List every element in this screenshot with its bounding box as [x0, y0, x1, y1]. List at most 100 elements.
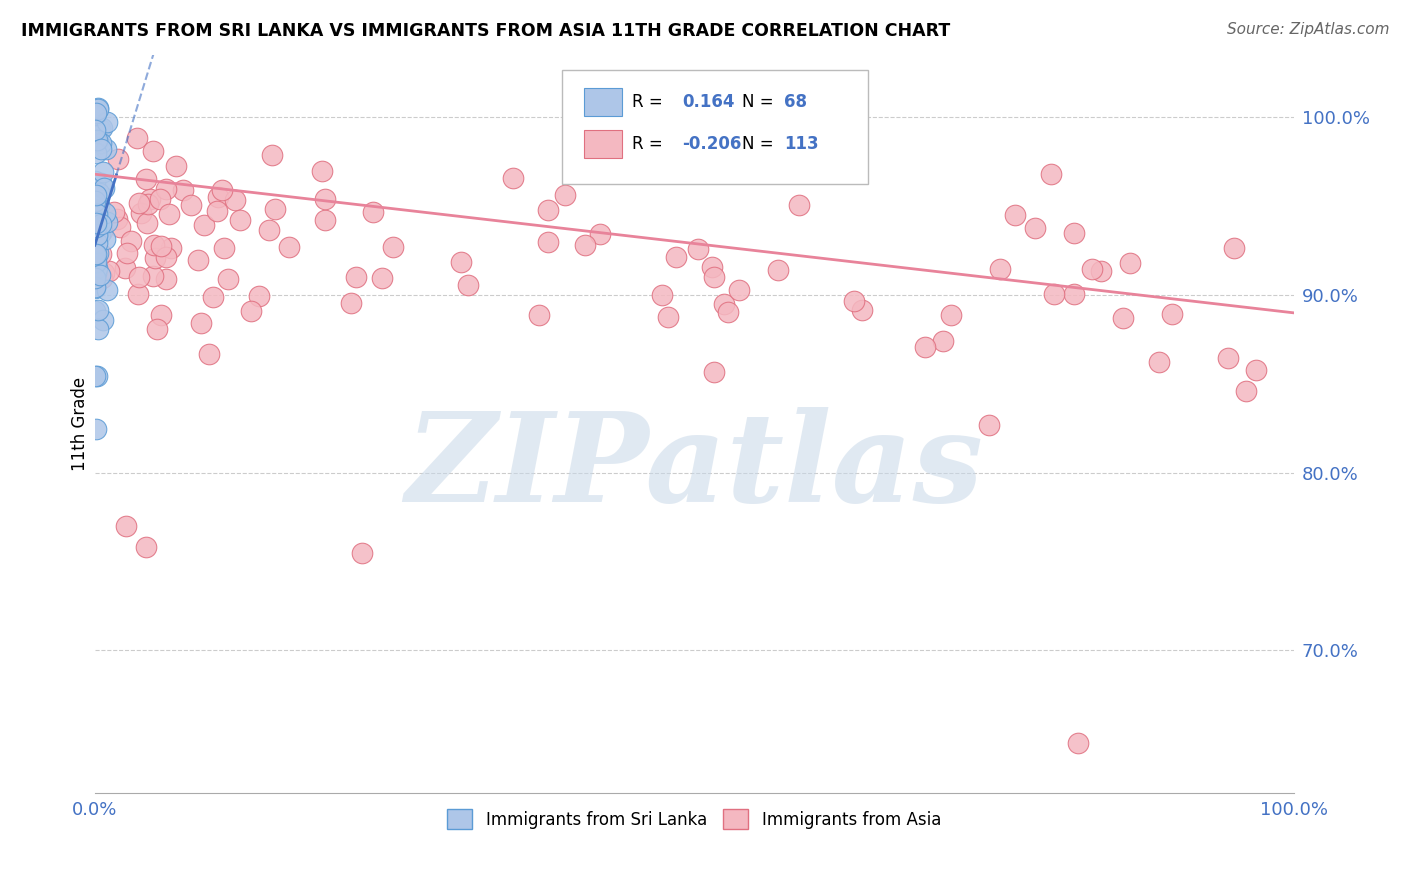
Point [136, 196, 159, 211]
Point [554, 187, 576, 202]
Point [84, 189, 107, 203]
Text: 113: 113 [785, 135, 818, 153]
Point [96, 115, 118, 129]
Point [537, 203, 560, 218]
Point [1161, 307, 1184, 321]
Point [165, 159, 187, 173]
Point [86, 266, 108, 280]
Point [135, 541, 157, 555]
Point [157, 207, 180, 221]
Point [86, 368, 108, 383]
Point [941, 309, 963, 323]
Point [135, 171, 157, 186]
Point [278, 240, 301, 254]
Point [977, 418, 1000, 433]
Point [340, 296, 363, 310]
Text: R =: R = [631, 135, 662, 153]
Point [703, 365, 725, 379]
Point [125, 131, 148, 145]
Point [129, 205, 152, 219]
Point [713, 297, 735, 311]
Point [1111, 310, 1133, 325]
Point [84, 219, 107, 234]
Point [86, 146, 108, 161]
Point [239, 303, 262, 318]
Point [311, 164, 333, 178]
Point [1244, 363, 1267, 377]
Point [363, 204, 385, 219]
Point [457, 277, 479, 292]
Point [117, 246, 139, 260]
Point [93, 181, 115, 195]
Point [787, 198, 810, 212]
Point [527, 308, 550, 322]
Point [1024, 221, 1046, 235]
Text: N =: N = [742, 135, 773, 153]
Point [108, 219, 131, 234]
Point [193, 219, 215, 233]
Point [160, 241, 183, 255]
Point [589, 227, 612, 242]
Point [93, 313, 115, 327]
Point [84, 279, 107, 293]
Point [84, 206, 107, 220]
Point [89, 227, 111, 241]
Point [86, 228, 108, 243]
Point [84, 368, 107, 383]
Point [851, 303, 873, 318]
Point [537, 235, 560, 250]
Point [84, 216, 107, 230]
Point [84, 186, 107, 201]
Point [727, 283, 749, 297]
Point [89, 122, 111, 136]
Point [205, 204, 228, 219]
Point [84, 123, 107, 137]
Point [93, 266, 115, 280]
Point [371, 270, 394, 285]
Point [914, 340, 936, 354]
Point [84, 223, 107, 237]
Point [96, 215, 118, 229]
Point [89, 268, 111, 282]
Point [105, 212, 128, 227]
Point [90, 246, 112, 260]
Point [84, 194, 107, 208]
FancyBboxPatch shape [583, 87, 623, 116]
Point [260, 148, 283, 162]
Point [1063, 287, 1085, 301]
Point [84, 270, 107, 285]
Point [1223, 241, 1246, 255]
Point [143, 251, 166, 265]
Point [84, 255, 107, 269]
Point [142, 237, 165, 252]
Point [87, 198, 110, 212]
Point [229, 213, 252, 227]
Point [932, 334, 955, 348]
Point [1043, 287, 1066, 301]
Point [84, 134, 107, 148]
Point [91, 165, 114, 179]
Point [87, 102, 110, 116]
Point [263, 202, 285, 216]
Point [87, 102, 110, 116]
Text: IMMIGRANTS FROM SRI LANKA VS IMMIGRANTS FROM ASIA 11TH GRADE CORRELATION CHART: IMMIGRANTS FROM SRI LANKA VS IMMIGRANTS … [21, 22, 950, 40]
Point [150, 239, 173, 253]
Point [84, 239, 107, 253]
Point [665, 250, 688, 264]
Point [84, 255, 107, 269]
Point [148, 192, 170, 206]
Point [502, 170, 524, 185]
Point [97, 264, 120, 278]
Point [198, 347, 221, 361]
Text: -0.206: -0.206 [682, 135, 741, 153]
Point [155, 182, 177, 196]
Point [1063, 226, 1085, 240]
Point [84, 303, 107, 318]
Point [768, 263, 790, 277]
Point [314, 213, 336, 227]
Point [128, 196, 150, 211]
Point [87, 211, 110, 225]
Text: ZIPatlas: ZIPatlas [405, 408, 983, 529]
Point [688, 242, 710, 256]
Point [84, 106, 107, 120]
